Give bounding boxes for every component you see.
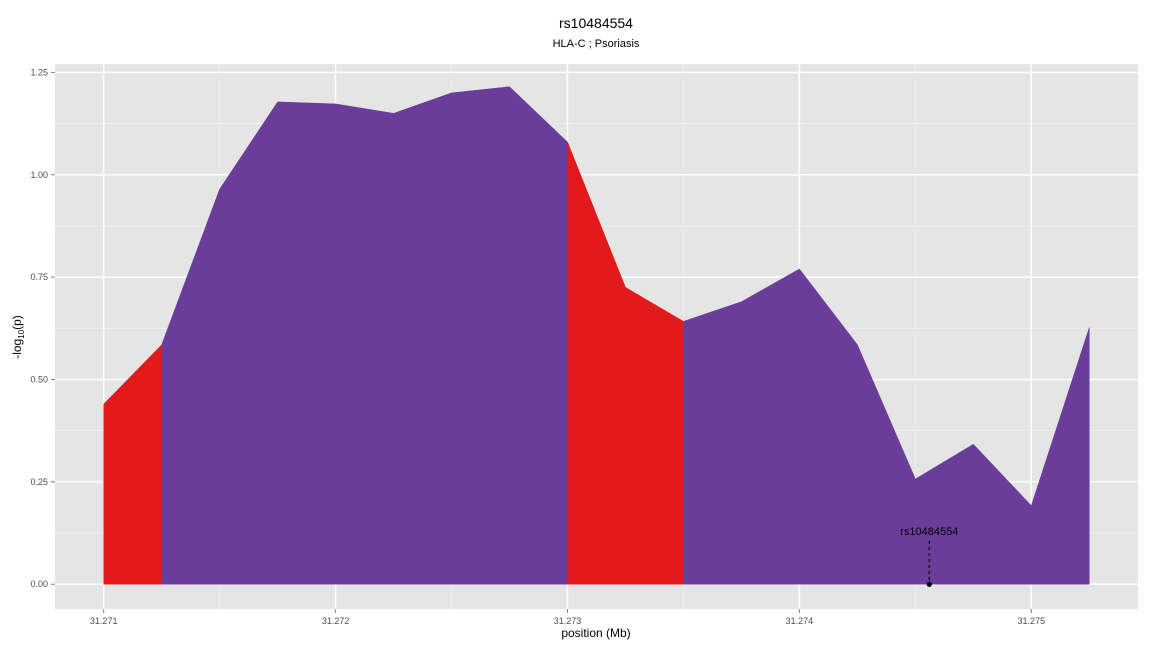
y-tick-label: 0.00	[30, 579, 48, 589]
annotation-label: rs10484554	[900, 526, 958, 538]
area-segment	[683, 268, 1090, 585]
y-tick-label: 1.00	[30, 170, 48, 180]
annotation-point	[926, 581, 932, 587]
x-tick-label: 31.275	[1018, 616, 1046, 626]
y-tick-label: 0.75	[30, 272, 48, 282]
y-axis-ticks: 0.00 0.25 0.50 0.75 1.00 1.25	[30, 67, 55, 589]
x-axis-title: position (Mb)	[561, 626, 630, 640]
annotation-layer: rs10484554	[900, 526, 958, 587]
chart-title: rs10484554	[559, 15, 633, 31]
x-tick-label: 31.272	[322, 616, 350, 626]
y-axis-title: -log10(p)	[10, 315, 26, 359]
area-series	[103, 86, 1090, 585]
y-tick-label: 0.50	[30, 374, 48, 384]
chart-subtitle: HLA-C ; Psoriasis	[553, 38, 640, 50]
x-tick-label: 31.271	[90, 616, 118, 626]
area-segment	[567, 141, 684, 585]
y-tick-label: 0.25	[30, 477, 48, 487]
x-tick-label: 31.274	[786, 616, 814, 626]
x-tick-label: 31.273	[554, 616, 582, 626]
x-axis-ticks: 31.271 31.272 31.273 31.274 31.275	[90, 609, 1045, 626]
y-tick-label: 1.25	[30, 67, 48, 77]
